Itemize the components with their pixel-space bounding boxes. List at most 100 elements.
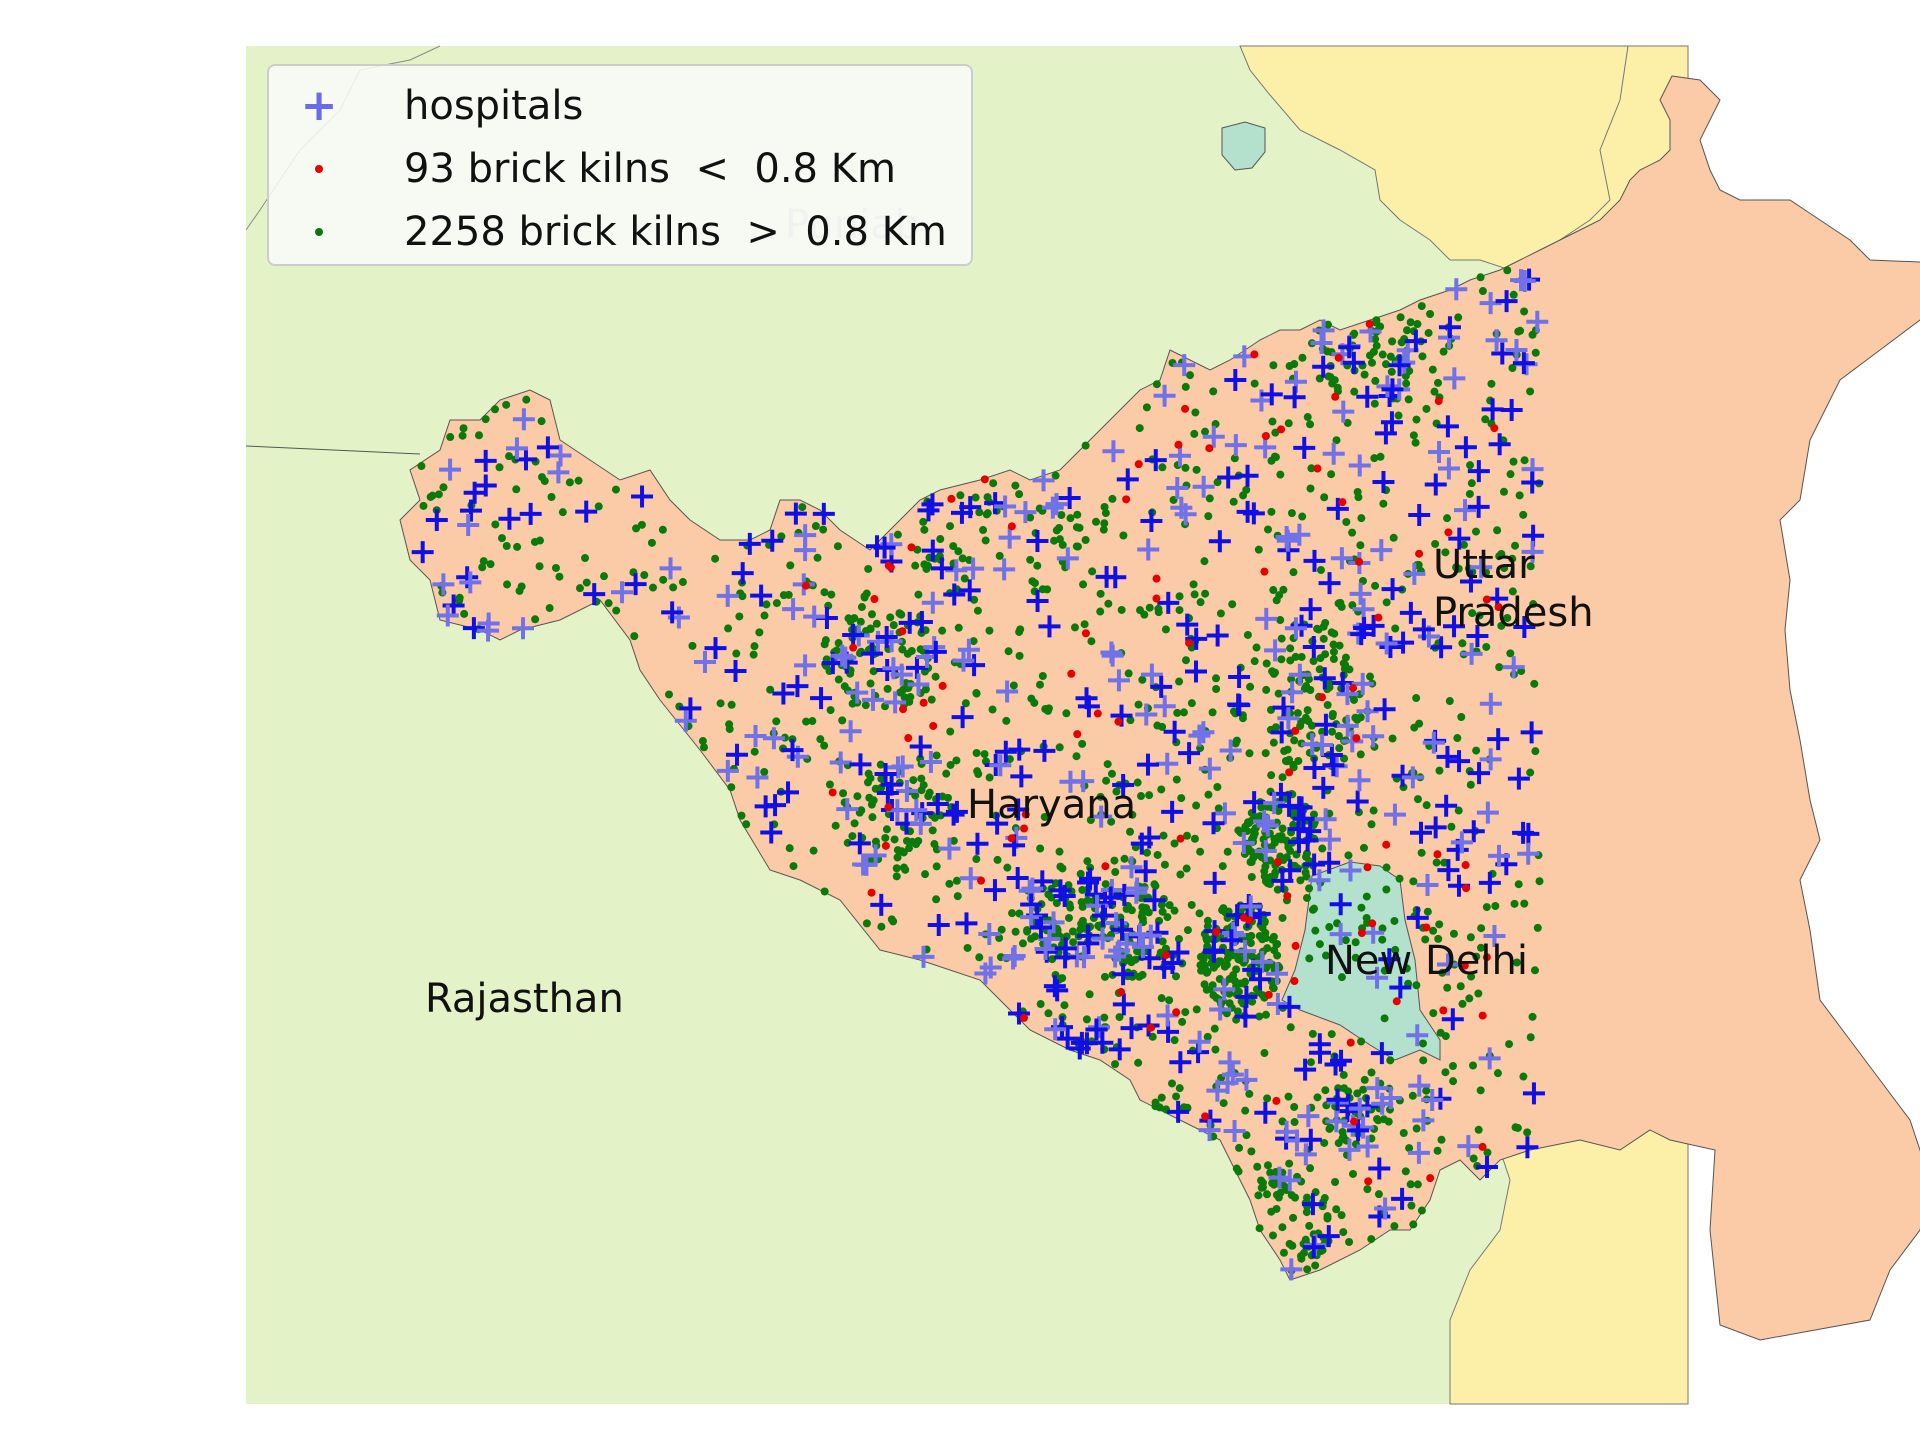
kiln-far-marker xyxy=(1296,1252,1305,1261)
hospital-marker xyxy=(950,501,973,524)
kiln-far-marker xyxy=(871,837,880,846)
kiln-far-marker xyxy=(938,626,947,635)
hospital-marker xyxy=(794,654,817,677)
hospital-marker xyxy=(1374,422,1397,445)
kiln-far-marker xyxy=(917,786,926,795)
kiln-far-marker xyxy=(724,624,733,633)
kiln-near-marker xyxy=(1490,424,1499,433)
kiln-near-marker xyxy=(1355,557,1364,566)
kiln-far-marker xyxy=(1459,540,1468,549)
hospital-marker xyxy=(1111,918,1134,941)
hospital-marker xyxy=(514,448,537,471)
kiln-far-marker xyxy=(1155,1103,1164,1112)
kiln-far-marker xyxy=(1320,1138,1329,1147)
kiln-near-marker xyxy=(1291,941,1300,950)
kiln-far-marker xyxy=(1181,1008,1190,1017)
hospital-marker xyxy=(1312,355,1335,378)
kiln-far-marker xyxy=(886,613,895,622)
kiln-far-marker xyxy=(861,701,870,710)
hospital-marker xyxy=(1266,993,1289,1015)
kiln-far-marker xyxy=(1476,1086,1485,1095)
kiln-near-marker xyxy=(1285,768,1294,777)
kiln-far-marker xyxy=(725,720,734,729)
hospital-marker xyxy=(1268,1166,1291,1189)
hospital-marker xyxy=(958,579,981,602)
hospital-marker xyxy=(1293,436,1316,459)
kiln-far-marker xyxy=(1303,1265,1312,1274)
kiln-far-marker xyxy=(1306,484,1315,493)
kiln-far-marker xyxy=(1204,790,1213,799)
kiln-far-marker xyxy=(936,535,945,544)
kiln-far-marker xyxy=(594,502,603,511)
kiln-far-marker xyxy=(833,542,842,551)
hospital-marker xyxy=(512,617,535,640)
hospital-marker xyxy=(474,449,497,472)
kiln-far-marker xyxy=(678,578,687,587)
hospital-marker xyxy=(1406,906,1429,929)
kiln-far-marker xyxy=(1246,939,1255,948)
kiln-far-marker xyxy=(1176,870,1185,879)
hospital-marker xyxy=(1445,278,1468,301)
hospital-marker xyxy=(1007,1002,1030,1025)
kiln-far-marker xyxy=(1286,1023,1295,1032)
kiln-far-marker xyxy=(1201,589,1210,598)
kiln-far-marker xyxy=(1152,380,1161,389)
hospital-marker xyxy=(1144,449,1167,472)
hospital-marker xyxy=(1332,400,1355,423)
kiln-far-marker xyxy=(1270,871,1279,880)
kiln-near-marker xyxy=(1152,594,1161,603)
kiln-far-marker xyxy=(1158,463,1167,472)
hospital-marker xyxy=(1264,639,1287,662)
kiln-far-marker xyxy=(1453,734,1462,743)
hospital-marker xyxy=(930,557,953,580)
kiln-far-marker xyxy=(1374,1116,1383,1125)
kiln-far-marker xyxy=(1159,831,1168,840)
kiln-far-marker xyxy=(1108,494,1117,503)
kiln-near-marker xyxy=(881,841,890,850)
kiln-far-marker xyxy=(727,783,736,792)
kiln-far-marker xyxy=(971,493,980,502)
hospital-marker xyxy=(1223,924,1246,947)
hospital-marker xyxy=(1049,879,1072,902)
kiln-far-marker xyxy=(1353,1089,1362,1098)
kiln-far-marker xyxy=(1158,937,1167,946)
kiln-near-marker xyxy=(1482,595,1491,604)
kiln-far-marker xyxy=(1280,747,1289,756)
kiln-far-marker xyxy=(1289,761,1298,770)
hospital-marker xyxy=(905,799,928,822)
kiln-near-marker xyxy=(1272,1096,1281,1105)
hospital-marker xyxy=(1406,1024,1429,1047)
kiln-far-marker xyxy=(600,572,609,581)
kiln-near-marker xyxy=(1264,990,1273,999)
kiln-near-marker xyxy=(1007,834,1016,843)
hospital-marker xyxy=(1277,707,1300,730)
hospital-marker xyxy=(1366,1077,1389,1100)
kiln-far-marker xyxy=(985,626,994,635)
kiln-near-marker xyxy=(898,627,907,636)
hospital-marker xyxy=(1220,929,1243,952)
hospital-marker xyxy=(1120,1017,1143,1040)
kiln-near-marker xyxy=(1346,1038,1355,1047)
kiln-far-marker xyxy=(1309,810,1318,819)
hospital-marker xyxy=(1478,871,1501,894)
hospital-marker xyxy=(456,566,479,589)
hospital-marker xyxy=(1008,738,1031,761)
hospital-marker xyxy=(1362,725,1385,748)
hospital-marker xyxy=(1371,1092,1394,1115)
kiln-far-marker xyxy=(1374,1190,1383,1199)
hospital-marker xyxy=(462,617,485,640)
kiln-far-marker xyxy=(1298,512,1307,521)
kiln-far-marker xyxy=(1301,713,1310,722)
kiln-far-marker xyxy=(1379,499,1388,508)
kiln-far-marker xyxy=(1173,708,1182,717)
kiln-far-marker xyxy=(1475,611,1484,620)
kiln-far-marker xyxy=(688,641,697,650)
kiln-far-marker xyxy=(1243,630,1252,639)
kiln-far-marker xyxy=(1026,555,1035,564)
hospital-marker xyxy=(1526,310,1549,333)
kiln-far-marker xyxy=(1100,972,1109,981)
hospital-marker xyxy=(1500,399,1523,422)
kiln-far-marker xyxy=(1172,775,1181,784)
kiln-far-marker xyxy=(1417,302,1426,311)
